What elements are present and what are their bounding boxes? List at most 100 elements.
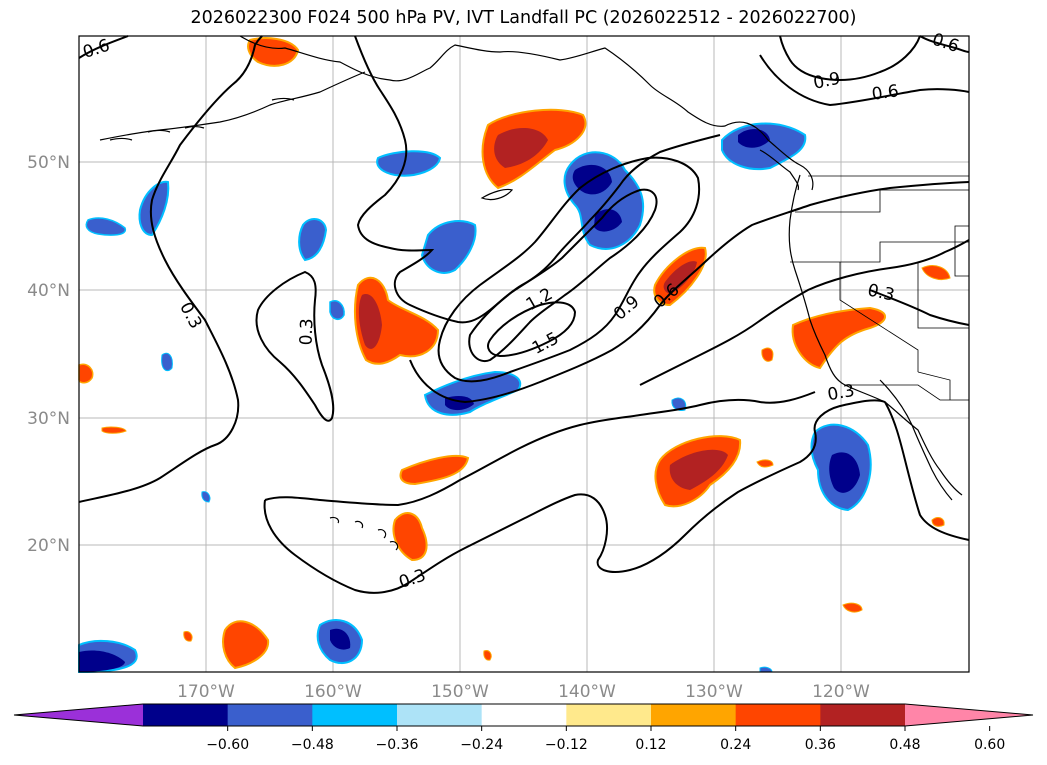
contour-label-12: 0.3 — [826, 381, 856, 405]
positive-blob-small-8 — [483, 650, 492, 661]
colorbar-ticks: −0.60 −0.48 −0.36 −0.24 −0.12 0.12 0.24 0.36 0.4… — [206, 726, 1005, 753]
latitude-labels: 50°N 40°N 30°N 20°N — [27, 153, 70, 556]
contour-0.9-loop — [437, 156, 700, 383]
colorbar-tick-label: −0.12 — [545, 737, 588, 753]
map-title: 2026022300 F024 500 hPa PV, IVT Landfall… — [190, 8, 857, 28]
plot-area: 0.6 0.6 0.9 0.6 0.3 0.3 1.2 1.5 0.9 0.6 … — [78, 30, 970, 674]
lat-label-50N: 50°N — [27, 153, 70, 173]
colorbar-tick-label: 0.48 — [889, 737, 920, 753]
positive-blob-small-5 — [842, 602, 863, 613]
negative-blob-44N-162W — [298, 218, 328, 262]
coastline-vancouver-island — [759, 149, 800, 191]
lat-label-30N: 30°N — [27, 409, 70, 429]
colorbar-outline — [13, 703, 1034, 727]
colorbar-tick-label: −0.24 — [460, 737, 503, 753]
longitude-labels: 170°W 160°W 150°W 140°W 130°W 120°W — [177, 682, 870, 702]
lon-label-120W: 120°W — [812, 682, 870, 702]
lon-label-170W: 170°W — [177, 682, 235, 702]
colorbar-tick-label: 0.12 — [635, 737, 666, 753]
lon-label-150W: 150°W — [431, 682, 489, 702]
border-arizona — [917, 371, 951, 400]
positive-blob-small-3 — [921, 265, 951, 281]
negative-blob-51N-155W — [376, 150, 442, 177]
negative-core-26N-121W — [829, 452, 860, 493]
positive-blob-edge-left — [78, 363, 94, 384]
contour-0.3-wave-upper — [354, 35, 721, 324]
contour-label-4: 0.6 — [871, 81, 901, 105]
colorbar-segment — [312, 704, 398, 726]
negative-blob-small-2 — [671, 397, 687, 411]
contour-0.9-north-east — [779, 35, 921, 81]
negative-anomaly-regions — [78, 122, 872, 674]
negative-core-12N-160W — [330, 628, 351, 650]
colorbar-tick-label: 0.24 — [720, 737, 751, 753]
contour-label-6: 0.3 — [297, 318, 318, 346]
contour-0.3-south-loop — [263, 399, 886, 594]
contour-0.6-band — [409, 181, 970, 404]
colorbar-segment — [397, 704, 483, 726]
lon-label-140W: 140°W — [558, 682, 616, 702]
border-oregon-california — [790, 241, 969, 263]
negative-blob-47N-172W — [138, 180, 170, 237]
negative-blob-small-3 — [201, 491, 211, 503]
contour-0.6-top-left — [78, 35, 129, 59]
negative-blob-44N-152W — [420, 220, 477, 274]
colorbar: −0.60 −0.48 −0.36 −0.24 −0.12 0.12 0.24 0.36 0.4… — [13, 703, 1034, 753]
coastline-baja — [879, 379, 953, 501]
colorbar-extend-low — [14, 704, 143, 726]
contour-1.2-loop — [468, 188, 658, 363]
positive-blob-california — [791, 306, 886, 370]
colorbar-segment — [820, 704, 906, 726]
colorbar-segment — [735, 704, 821, 726]
positive-core-40N-130W — [663, 261, 697, 294]
pv-contours — [78, 35, 970, 594]
coastline-hawaii — [329, 516, 399, 551]
colorbar-tick-label: −0.36 — [376, 737, 419, 753]
positive-blob-bottom-left — [222, 620, 270, 670]
lat-label-20N: 20°N — [27, 536, 70, 556]
coastlines — [99, 35, 963, 551]
colorbar-tick-label: −0.60 — [206, 737, 249, 753]
positive-core-gulf-alaska — [494, 128, 548, 168]
lat-label-40N: 40°N — [27, 281, 70, 301]
colorbar-tick-label: 0.36 — [805, 737, 836, 753]
positive-blob-small-6 — [931, 517, 945, 527]
positive-blob-27N-152W — [399, 454, 470, 486]
colorbar-tick-label: 0.60 — [974, 737, 1005, 753]
colorbar-segment — [481, 704, 567, 726]
positive-blob-small-1 — [101, 426, 127, 434]
colorbar-segment — [651, 704, 737, 726]
positive-blob-small-2 — [761, 347, 774, 362]
contour-0.3-band-right — [639, 239, 970, 386]
positive-core-central — [358, 294, 382, 349]
plot-frame — [78, 35, 970, 673]
colorbar-tick-label: −0.48 — [291, 737, 334, 753]
lon-label-160W: 160°W — [304, 682, 362, 702]
coastline-west-north-america — [788, 174, 963, 496]
border-us-mexico — [845, 384, 969, 401]
lon-label-130W: 130°W — [685, 682, 743, 702]
negative-core-british-columbia — [738, 128, 770, 148]
contour-0.3-west-loop — [255, 270, 335, 422]
contour-0.6-north-east — [759, 54, 970, 107]
colorbar-segment — [227, 704, 313, 726]
positive-anomaly-regions — [78, 37, 951, 670]
negative-blob-38N-160W — [329, 300, 345, 320]
contour-0.3-se-edge — [884, 401, 970, 541]
contour-0.3-right-end — [869, 289, 970, 326]
border-washington-oregon — [795, 189, 969, 213]
positive-blob-small-4 — [756, 459, 774, 468]
colorbar-segment — [143, 704, 229, 726]
contour-0.3-south-upper — [264, 391, 816, 507]
border-nevada-utah — [917, 262, 969, 329]
colorbar-segment — [566, 704, 652, 726]
contour-0.3-large-loop — [78, 35, 263, 503]
border-california-nevada — [839, 262, 919, 372]
contour-1.5-loop — [487, 301, 577, 358]
positive-blob-small-7 — [183, 631, 193, 642]
negative-blob-small-1 — [161, 352, 173, 372]
positive-core-25N-135W — [669, 449, 728, 490]
negative-core-45N-139W — [594, 209, 622, 232]
negative-blob-46N-176W — [85, 217, 126, 236]
